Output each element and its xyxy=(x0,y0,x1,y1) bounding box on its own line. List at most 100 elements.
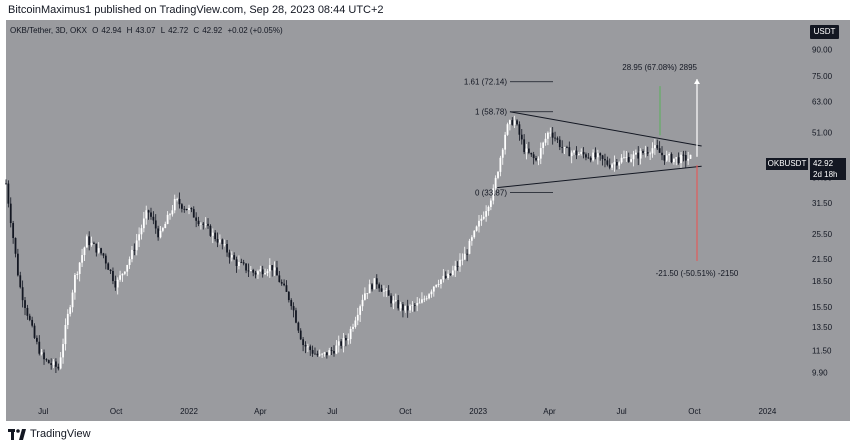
candle-body xyxy=(532,154,535,159)
candle-body xyxy=(632,154,635,160)
candle-body xyxy=(43,352,45,360)
triangle-lower-line xyxy=(497,165,702,189)
candle-body xyxy=(292,306,295,311)
fib-level-label: 1 (58.78) xyxy=(475,108,507,117)
y-tick-label: 90.00 xyxy=(812,45,833,54)
candle-body xyxy=(682,154,685,156)
candle-body xyxy=(608,164,611,168)
candle-body xyxy=(166,214,169,224)
x-tick-label: Oct xyxy=(688,407,701,416)
candle-body xyxy=(152,216,155,221)
candle-body xyxy=(119,275,121,280)
candle-body xyxy=(492,188,495,201)
candle-body xyxy=(390,295,392,304)
tradingview-brand[interactable]: TradingView xyxy=(8,428,91,440)
price-axis[interactable] xyxy=(809,20,850,421)
candle-body xyxy=(81,255,83,263)
candle-body xyxy=(304,345,307,347)
bar-countdown: 2d 18h xyxy=(813,170,838,179)
candle-body xyxy=(14,237,17,254)
candle-body xyxy=(116,279,119,288)
candle-body xyxy=(276,267,278,276)
candle-body xyxy=(404,305,407,311)
x-tick-label: Apr xyxy=(543,407,556,416)
chart-pane[interactable] xyxy=(6,20,809,421)
candle-body xyxy=(69,307,72,314)
candle-body xyxy=(649,153,652,155)
candle-body xyxy=(409,305,411,311)
candle-body xyxy=(280,282,283,284)
candle-body xyxy=(687,158,690,161)
candle-body xyxy=(516,120,518,125)
candle-body xyxy=(537,158,540,161)
candle-body xyxy=(26,307,29,316)
candle-body xyxy=(411,305,414,307)
candle-body xyxy=(55,361,57,367)
candle-body xyxy=(21,287,24,301)
candle-body xyxy=(582,151,585,155)
candle-body xyxy=(35,337,38,342)
candle-body xyxy=(309,346,312,351)
candle-body xyxy=(76,273,79,275)
candle-body xyxy=(623,157,625,159)
candle-body xyxy=(677,157,680,164)
candle-body xyxy=(478,220,480,227)
candle-body xyxy=(337,341,340,346)
candle-body xyxy=(466,253,469,255)
candle-body xyxy=(316,353,319,356)
x-tick-label: Jul xyxy=(616,407,626,416)
y-tick-label: 75.00 xyxy=(812,72,833,81)
footer: TradingView xyxy=(0,424,850,447)
candle-body xyxy=(95,243,98,253)
candle-body xyxy=(192,209,195,218)
candle-body xyxy=(385,290,388,291)
candle-body xyxy=(494,177,497,189)
candle-body xyxy=(366,293,369,295)
candle-body xyxy=(245,263,247,271)
candle-body xyxy=(252,269,255,273)
candle-body xyxy=(658,148,661,153)
candle-body xyxy=(157,228,160,238)
candle-body xyxy=(675,157,678,159)
candle-body xyxy=(38,341,41,354)
candle-body xyxy=(290,300,293,307)
candle-body xyxy=(171,210,174,215)
publisher-line: BitcoinMaximus1 published on TradingView… xyxy=(8,4,384,16)
candle-body xyxy=(221,239,224,245)
candle-body xyxy=(680,154,682,164)
candle-body xyxy=(47,360,50,364)
candle-body xyxy=(689,154,692,159)
candle-body xyxy=(473,230,476,238)
candle-body xyxy=(418,302,421,304)
candle-body xyxy=(264,273,266,275)
open-value: 42.94 xyxy=(101,26,122,35)
candle-body xyxy=(238,261,240,266)
candle-body xyxy=(568,147,571,157)
candle-body xyxy=(566,147,568,148)
candle-body xyxy=(52,361,55,365)
candle-body xyxy=(235,259,238,266)
candle-body xyxy=(375,278,378,285)
candle-body xyxy=(145,210,148,219)
candle-body xyxy=(444,275,447,279)
candle-body xyxy=(406,305,409,311)
candle-body xyxy=(74,274,76,293)
brand-name: TradingView xyxy=(30,428,91,440)
candle-body xyxy=(33,325,36,338)
quote-currency-badge[interactable]: USDT xyxy=(810,25,839,39)
candle-body xyxy=(549,132,552,134)
candle-body xyxy=(131,249,133,260)
candle-body xyxy=(100,248,102,254)
candle-body xyxy=(66,313,69,325)
candle-body xyxy=(592,152,594,161)
high-value: 43.07 xyxy=(135,26,156,35)
candle-body xyxy=(159,230,162,238)
candle-body xyxy=(547,132,549,139)
candle-body xyxy=(299,330,302,340)
candle-body xyxy=(430,291,433,295)
candle-body xyxy=(653,145,656,149)
candle-body xyxy=(380,288,383,292)
candle-body xyxy=(200,223,202,225)
fib-level-label: 1.61 (72.14) xyxy=(464,78,507,87)
